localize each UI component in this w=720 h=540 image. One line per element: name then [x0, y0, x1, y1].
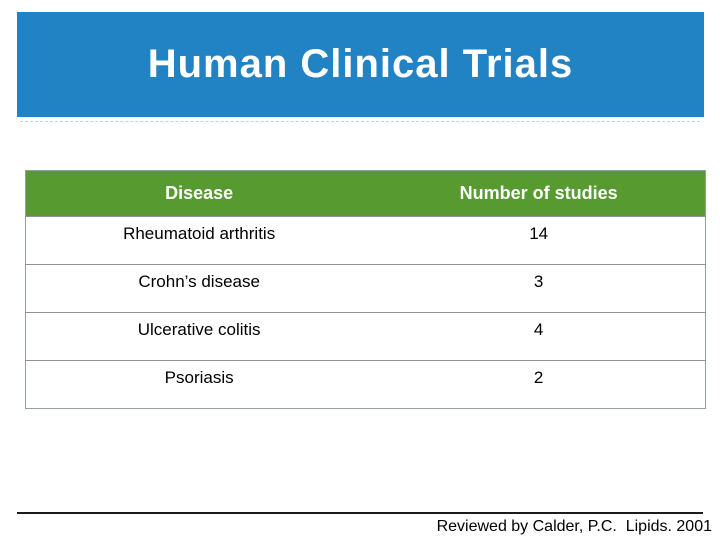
title-banner: Human Clinical Trials [17, 12, 704, 117]
table-row: Crohn’s disease 3 [25, 264, 706, 313]
table-cell-disease: Psoriasis [25, 360, 373, 409]
table-row: Psoriasis 2 [25, 360, 706, 409]
table-row: Ulcerative colitis 4 [25, 312, 706, 361]
studies-table: Disease Number of studies Rheumatoid art… [25, 170, 706, 409]
table-cell-count: 2 [372, 360, 706, 409]
table-header-row: Disease Number of studies [25, 170, 706, 217]
banner-dashed-divider [20, 121, 700, 122]
table-row: Rheumatoid arthritis 14 [25, 216, 706, 265]
footer-rule [17, 512, 703, 514]
table-cell-count: 4 [372, 312, 706, 361]
table-cell-disease: Rheumatoid arthritis [25, 216, 373, 265]
table-cell-disease: Crohn’s disease [25, 264, 373, 313]
column-header-disease: Disease [25, 170, 373, 217]
table-cell-disease: Ulcerative colitis [25, 312, 373, 361]
table-cell-count: 14 [372, 216, 706, 265]
footer-citation: Reviewed by Calder, P.C. Lipids. 2001 [436, 518, 712, 535]
column-header-number-of-studies: Number of studies [372, 170, 706, 217]
table-cell-count: 3 [372, 264, 706, 313]
slide-title: Human Clinical Trials [147, 42, 574, 86]
